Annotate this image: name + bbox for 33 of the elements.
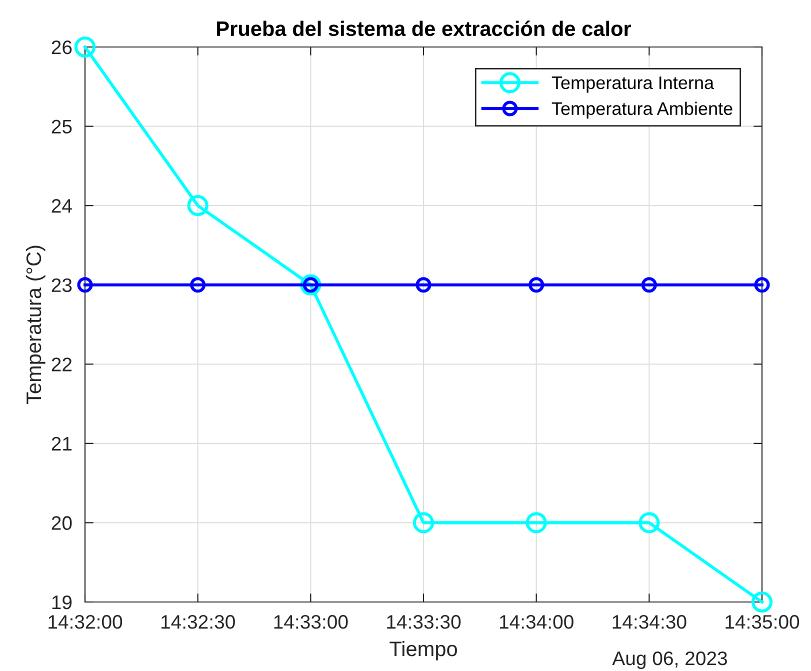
x-tick-label: 14:32:30 xyxy=(161,615,235,629)
x-tick-label: 14:34:30 xyxy=(612,615,686,629)
point xyxy=(412,512,434,534)
x-axis-title: Tiempo xyxy=(390,640,457,660)
y-tick-label: 19 xyxy=(52,595,72,610)
legend-label: Temperatura Interna xyxy=(552,76,714,93)
point xyxy=(638,512,660,534)
y-tick-label: 25 xyxy=(52,120,72,134)
point xyxy=(528,277,544,293)
point xyxy=(74,36,96,58)
point xyxy=(751,591,773,613)
text: Aug 06, 2023 xyxy=(612,651,727,670)
y-tick-label: 23 xyxy=(52,278,72,292)
point xyxy=(416,277,432,293)
x-tick-label: 14:34:00 xyxy=(500,615,574,629)
x-tick-label: 14:33:00 xyxy=(274,615,348,629)
x-tick-label: 14:33:30 xyxy=(387,615,461,629)
y-axis-title: Temperatura (°C) xyxy=(26,246,46,404)
point xyxy=(187,195,208,216)
y-tick-label: 24 xyxy=(52,199,72,213)
point xyxy=(641,277,657,293)
chart-title: Prueba del sistema de extracción de calor xyxy=(217,20,632,36)
x-tick-label: 14:32:00 xyxy=(48,615,122,629)
y-tick-label: 26 xyxy=(52,40,72,54)
point xyxy=(526,512,547,534)
point xyxy=(190,277,206,293)
legend-label: Temperatura Ambiente xyxy=(552,102,732,119)
y-tick-label: 20 xyxy=(52,516,72,530)
y-tick-label: 22 xyxy=(52,358,72,372)
y-tick-label: 21 xyxy=(52,436,72,450)
point xyxy=(754,277,770,293)
point xyxy=(77,277,93,293)
x-tick-label: 14:35:00 xyxy=(726,615,800,629)
